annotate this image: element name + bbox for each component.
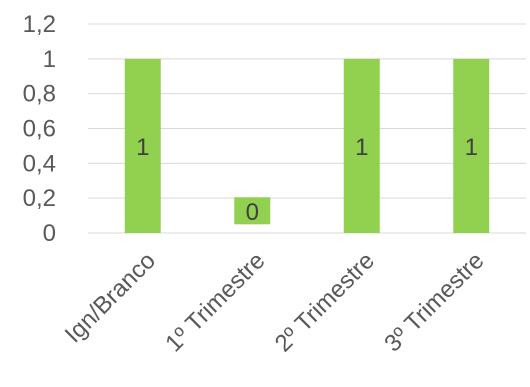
category-label-3: 3º Trimestre [379, 247, 489, 357]
bar-2 [343, 58, 380, 234]
data-label-3: 1 [465, 134, 478, 161]
bar-0 [124, 58, 161, 234]
data-label-1: 0 [246, 199, 259, 226]
y-axis-ticks: 0 0,2 0,4 0,6 0,8 1 1,2 [23, 11, 56, 247]
data-label-2: 1 [355, 134, 368, 161]
data-labels: 1 0 1 1 [136, 134, 478, 226]
y-tick-label: 0,6 [23, 116, 56, 143]
y-tick-label: 0,4 [23, 150, 56, 177]
category-label-0: Ign/Branco [60, 247, 161, 348]
bars [124, 58, 490, 234]
category-label-1: 1º Trimestre [160, 247, 270, 357]
y-tick-label: 0 [43, 220, 56, 247]
x-axis-categories: Ign/Branco 1º Trimestre 2º Trimestre 3º Tri… [60, 247, 490, 357]
y-tick-label: 0,8 [23, 81, 56, 108]
y-tick-label: 0,2 [23, 185, 56, 212]
y-tick-label: 1 [43, 46, 56, 73]
y-tick-label: 1,2 [23, 11, 56, 38]
gridlines [88, 23, 526, 234]
bar-3 [453, 58, 490, 234]
category-label-2: 2º Trimestre [270, 247, 380, 357]
bar-1 [234, 197, 271, 225]
data-label-0: 1 [136, 134, 149, 161]
